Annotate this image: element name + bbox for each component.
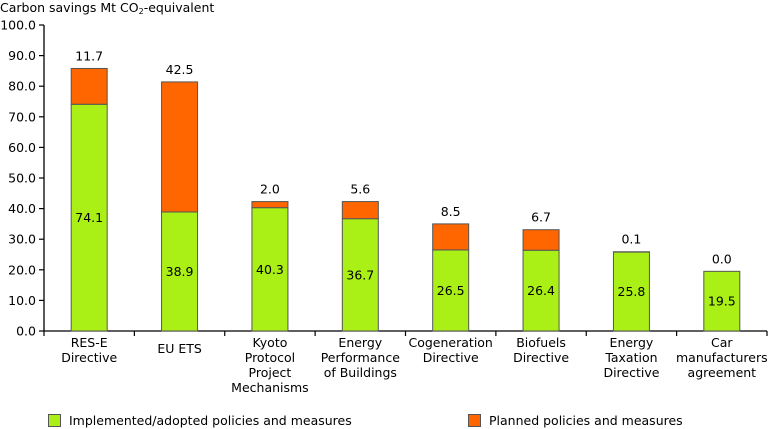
- y-axis: 0.0 10.0 20.0 30.0 40.0 50.0 60.0 70.0 80.0 90.0 1…: [0, 18, 45, 339]
- x-tick-label: EU ETS: [157, 341, 202, 356]
- bar-implemented: [161, 211, 199, 332]
- legend-item-planned: Planned policies and measures: [468, 413, 683, 428]
- bar-planned: [432, 223, 470, 251]
- x-tick-label: Directive: [423, 350, 479, 365]
- x-tick-label: RES-E: [71, 335, 108, 350]
- data-label-implemented: 36.7: [346, 267, 374, 282]
- data-label-planned: 0.1: [621, 232, 641, 247]
- data-label-implemented: 25.8: [618, 284, 646, 299]
- y-tick-label: 30.0: [8, 232, 36, 247]
- x-tick-label: Energy: [338, 335, 382, 350]
- chart-title: Carbon savings Mt CO2-equivalent: [0, 0, 215, 16]
- bar-planned: [70, 67, 108, 105]
- y-tick-label: 90.0: [8, 48, 36, 63]
- data-label-planned: 0.0: [712, 251, 732, 266]
- bar-planned: [341, 201, 379, 220]
- data-label-implemented: 74.1: [75, 210, 103, 225]
- x-tick-label: Biofuels: [516, 335, 566, 350]
- data-label-implemented: 40.3: [256, 262, 284, 277]
- legend-swatch-implemented: [48, 414, 61, 427]
- y-tick-label: 10.0: [8, 293, 36, 308]
- data-label-implemented: 19.5: [708, 294, 736, 309]
- legend-swatch-planned: [468, 414, 481, 427]
- x-tick-label: Mechanisms: [231, 380, 309, 395]
- bar-implemented: [612, 251, 650, 332]
- y-tick-label: 60.0: [8, 140, 36, 155]
- x-tick-label: agreement: [688, 365, 757, 380]
- y-tick-label: 70.0: [8, 109, 36, 124]
- x-tick-label: Project: [249, 365, 292, 380]
- bar-implemented: [341, 218, 379, 332]
- x-tick-label: Directive: [61, 350, 117, 365]
- bar-implemented: [703, 270, 741, 332]
- y-tick-label: 20.0: [8, 262, 36, 277]
- data-label-implemented: 38.9: [166, 264, 194, 279]
- x-tick-label: manufacturers: [676, 350, 768, 365]
- y-tick-label: 100.0: [0, 18, 36, 33]
- y-tick-label: 80.0: [8, 79, 36, 94]
- data-label-implemented: 26.5: [437, 283, 465, 298]
- legend-label-implemented: Implemented/adopted policies and measure…: [69, 413, 352, 428]
- x-tick-label: Performance: [321, 350, 401, 365]
- x-tick-label: of Buildings: [324, 365, 397, 380]
- x-tick-label: Kyoto: [252, 335, 287, 350]
- data-labels: 74.1 11.7 38.9 42.5 40.3 2.0 36.7 5.6 26.5 8.5 26.…: [75, 48, 735, 308]
- bar-implemented: [522, 249, 560, 332]
- bars: [70, 67, 741, 332]
- x-tick-label: Taxation: [604, 350, 657, 365]
- x-tick-label: Energy: [610, 335, 654, 350]
- bar-implemented: [70, 103, 108, 332]
- data-label-implemented: 26.4: [527, 283, 555, 298]
- y-tick-label: 50.0: [8, 171, 36, 186]
- y-tick-label: 40.0: [8, 201, 36, 216]
- x-tick-label: Directive: [603, 365, 659, 380]
- data-label-planned: 6.7: [531, 210, 551, 225]
- data-label-planned: 2.0: [260, 182, 280, 197]
- legend-label-planned: Planned policies and measures: [489, 413, 683, 428]
- bar-planned: [522, 229, 560, 251]
- legend-item-implemented: Implemented/adopted policies and measure…: [48, 413, 352, 428]
- data-label-planned: 11.7: [75, 48, 103, 63]
- x-tick-label: Directive: [513, 350, 569, 365]
- data-label-planned: 5.6: [350, 182, 370, 197]
- bar-planned: [161, 81, 199, 213]
- x-tick-label: Protocol: [245, 350, 295, 365]
- y-tick-label: 0.0: [16, 324, 36, 339]
- bar-planned: [251, 201, 289, 209]
- data-label-planned: 8.5: [441, 204, 461, 219]
- data-label-planned: 42.5: [166, 62, 194, 77]
- x-tick-label: Cogeneration: [409, 335, 493, 350]
- x-tick-label: Car: [711, 335, 733, 350]
